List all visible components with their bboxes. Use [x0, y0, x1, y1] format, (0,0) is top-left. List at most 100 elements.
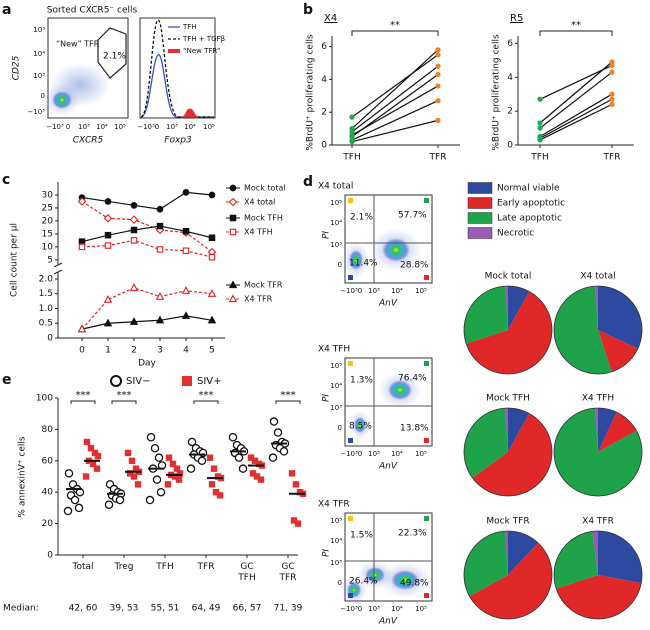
legend-label: Mock TFH	[244, 214, 283, 223]
legend-label: Mock total	[244, 184, 286, 193]
legend-marker	[229, 184, 237, 192]
pair-line	[539, 71, 613, 129]
point	[435, 83, 441, 89]
x-tick-label: −10³	[340, 450, 358, 458]
quadrant-marker	[348, 438, 353, 443]
median-label: 55, 51	[151, 604, 180, 614]
x-tick-label: TFR	[603, 153, 621, 163]
point	[435, 98, 441, 104]
point	[208, 253, 216, 261]
quadrant-percent: 1.3%	[350, 376, 373, 386]
quadrant-marker	[348, 516, 353, 521]
point	[537, 120, 543, 126]
point	[207, 315, 217, 324]
pie-slice	[598, 531, 642, 584]
x-tick-label: 10⁴	[391, 605, 403, 613]
x-tick-label: 0	[358, 450, 362, 458]
quadrant-percent: 57.7%	[398, 211, 427, 221]
y-tick-label: 2	[507, 107, 513, 117]
point	[294, 520, 302, 527]
pie-title: X4 total	[580, 272, 615, 282]
x-axis-label: Day	[138, 359, 156, 369]
pair-line	[539, 98, 613, 139]
point	[156, 487, 166, 497]
y-tick-label: 1.5	[39, 289, 53, 299]
point	[181, 286, 191, 294]
point	[78, 243, 86, 251]
point	[216, 492, 224, 499]
y-tick-label: 4	[321, 75, 327, 85]
y-tick-label: 0.5	[39, 319, 53, 329]
quadrant-marker	[348, 361, 353, 366]
significance-bracket	[351, 30, 439, 36]
y-tick-label: 20	[42, 519, 54, 529]
point	[156, 222, 164, 230]
quadrant-percent: 26.4%	[349, 577, 378, 587]
point	[70, 495, 80, 505]
point	[130, 226, 138, 234]
y-tick-label: 2.0	[39, 274, 54, 284]
density	[349, 250, 363, 270]
x-tick-label: GC TFH	[237, 562, 255, 583]
point	[129, 317, 139, 325]
density	[354, 417, 366, 433]
quadrant-marker	[424, 438, 429, 443]
y-axis-label: PI	[322, 549, 332, 557]
point	[129, 283, 139, 291]
significance: ***	[76, 390, 91, 401]
y-tick-label: 10⁵	[330, 199, 342, 207]
series-line	[81, 315, 213, 330]
point	[210, 465, 218, 472]
plot-title: X4 TFR	[318, 500, 350, 510]
x-tick-label: GC TFR	[279, 562, 297, 583]
point	[609, 59, 615, 65]
x-tick-label: 0	[358, 287, 362, 295]
x-tick-label-line: TFH	[155, 562, 173, 572]
point	[78, 238, 86, 245]
median-label: 39, 53	[110, 604, 139, 614]
quadrant-percent: 8.5%	[349, 422, 372, 432]
x-tick-label: TFR	[429, 153, 447, 163]
x-tick-label: 2	[131, 346, 137, 356]
panel-label: a	[2, 2, 11, 18]
x-tick-label: 10³	[368, 605, 380, 613]
point	[273, 428, 283, 437]
y-tick-label: 30	[42, 190, 54, 200]
gate	[97, 27, 127, 79]
x-tick-label: TFH	[342, 153, 360, 163]
pair-line	[539, 64, 613, 100]
x-tick-label: 0	[66, 123, 70, 131]
x-tick-label: 10³	[368, 450, 380, 458]
pie-slice	[554, 408, 642, 496]
point	[74, 503, 84, 513]
point	[83, 438, 91, 446]
y-tick-label: 10	[42, 242, 54, 252]
point	[173, 465, 181, 472]
x-tick-label: 10⁵	[114, 123, 126, 131]
point	[77, 324, 87, 333]
y-axis-label: PI	[322, 231, 332, 239]
point	[130, 473, 138, 480]
y-tick-label: 10³	[330, 241, 342, 249]
pair-line	[351, 73, 439, 138]
point	[154, 453, 164, 462]
plot-title: X4 TFH	[318, 345, 350, 355]
pie-slice	[505, 408, 508, 452]
legend-label: SIV+	[197, 376, 222, 387]
point	[164, 481, 172, 488]
pie-slice	[508, 286, 530, 330]
x-tick-label: −10³	[137, 123, 155, 131]
y-tick-label: 10³	[33, 72, 45, 80]
legend-marker	[228, 280, 238, 289]
axis-break	[53, 269, 63, 275]
y-tick-label: 10⁵	[330, 517, 342, 525]
quadrant-percent: 76.4%	[398, 374, 427, 384]
y-tick-label: 6	[321, 42, 327, 52]
point	[145, 495, 155, 505]
point	[103, 214, 113, 223]
point	[126, 470, 134, 477]
y-tick-label: 40	[42, 488, 54, 498]
point	[609, 101, 615, 107]
point	[156, 246, 164, 253]
